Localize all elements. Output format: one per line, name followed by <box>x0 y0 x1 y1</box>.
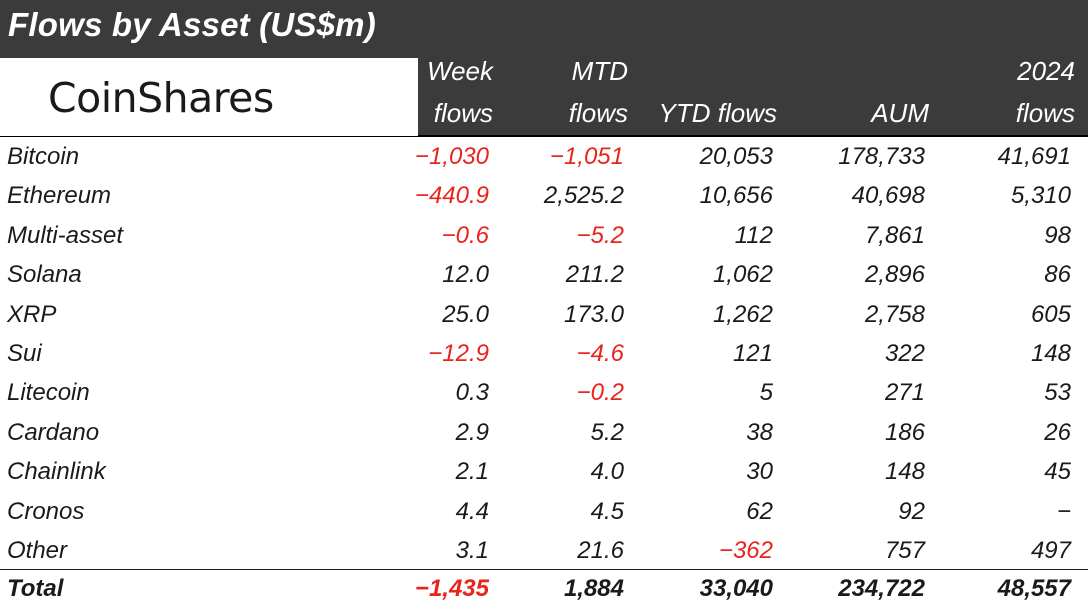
asset-name: Bitcoin <box>7 143 80 170</box>
table-row: Other 3.1 21.6 −362 757 497 <box>0 533 1088 573</box>
cell-aum: 40,698 <box>851 182 925 210</box>
cell-mtd-flows: 1,884 <box>563 575 624 602</box>
cell-ytd-flows: 121 <box>732 340 773 367</box>
cell-mtd-flows: 2,525.2 <box>543 182 624 210</box>
cell-ytd-flows: 1,062 <box>712 261 773 289</box>
cell-ytd-flows: 62 <box>746 497 773 525</box>
asset-name: Cardano <box>7 418 100 446</box>
cell-aum: 2,896 <box>864 261 925 289</box>
table-row: Chainlink 2.1 4.0 30 148 45 <box>0 454 1088 494</box>
cell-mtd-flows: 4.5 <box>590 497 624 525</box>
table-row: Multi-asset −0.6 −5.2 112 7,861 98 <box>0 218 1088 258</box>
table-row: Solana 12.0 211.2 1,062 2,896 86 <box>0 257 1088 297</box>
asset-name: Cronos <box>7 497 85 525</box>
cell-flows-2024: 48,557 <box>997 575 1071 602</box>
table-row: XRP 25.0 173.0 1,262 2,758 605 <box>0 297 1088 337</box>
cell-flows-2024: − <box>1056 497 1071 525</box>
table-row: Cardano 2.9 5.2 38 186 26 <box>0 415 1088 455</box>
cell-week-flows: 2.1 <box>455 458 489 486</box>
asset-name: Ethereum <box>7 182 112 210</box>
cell-week-flows: −440.9 <box>414 182 489 210</box>
total-label: Total <box>7 575 64 602</box>
cell-ytd-flows: 30 <box>746 458 773 486</box>
cell-mtd-flows: 21.6 <box>577 537 624 564</box>
column-header-flows-2024-line2: flows <box>1015 98 1075 128</box>
cell-week-flows: −12.9 <box>428 340 489 367</box>
cell-ytd-flows: 38 <box>746 418 773 446</box>
cell-aum: 148 <box>884 458 925 486</box>
coinshares-logo: CoinShares <box>48 74 274 122</box>
cell-flows-2024: 45 <box>1044 458 1071 486</box>
cell-ytd-flows: 10,656 <box>699 182 773 210</box>
total-divider <box>0 569 1088 570</box>
table-row: Bitcoin −1,030 −1,051 20,053 178,733 41,691 <box>0 139 1088 179</box>
asset-name: Solana <box>7 261 82 289</box>
cell-mtd-flows: 211.2 <box>565 261 624 289</box>
total-row-cells: Total −1,435 1,884 33,040 234,722 48,557 <box>0 571 1088 611</box>
cell-aum: 186 <box>884 418 925 446</box>
cell-aum: 271 <box>884 379 925 407</box>
cell-mtd-flows: 5.2 <box>590 418 624 446</box>
cell-flows-2024: 98 <box>1044 221 1071 249</box>
asset-name: Sui <box>7 340 42 367</box>
cell-aum: 234,722 <box>838 575 925 602</box>
asset-name: Litecoin <box>7 379 90 407</box>
cell-mtd-flows: 173.0 <box>563 300 624 328</box>
column-header-flows-2024-line1: 2024 <box>1017 56 1075 86</box>
table-row: Sui −12.9 −4.6 121 322 148 <box>0 336 1088 376</box>
cell-week-flows: 0.3 <box>455 379 489 407</box>
cell-ytd-flows: −362 <box>718 537 773 564</box>
asset-name: Multi-asset <box>7 221 124 249</box>
cell-ytd-flows: 112 <box>734 221 773 249</box>
column-header-week-flows-line1: Week <box>427 56 493 86</box>
cell-ytd-flows: 5 <box>759 379 773 407</box>
cell-aum: 178,733 <box>838 143 925 170</box>
column-header-aum-line2: AUM <box>871 98 929 128</box>
table-title: Flows by Asset (US$m) <box>8 6 376 43</box>
cell-week-flows: 3.1 <box>455 537 489 564</box>
column-header-mtd-flows-line1: MTD <box>571 56 628 86</box>
cell-flows-2024: 497 <box>1030 537 1071 564</box>
cell-flows-2024: 53 <box>1044 379 1071 407</box>
cell-ytd-flows: 33,040 <box>699 575 773 602</box>
cell-aum: 322 <box>884 340 925 367</box>
cell-week-flows: 4.4 <box>455 497 489 525</box>
cell-week-flows: 25.0 <box>442 300 489 328</box>
table-row: Ethereum −440.9 2,525.2 10,656 40,698 5,310 <box>0 178 1088 218</box>
column-header-week-flows-line2: flows <box>433 98 493 128</box>
cell-flows-2024: 5,310 <box>1010 182 1071 210</box>
cell-mtd-flows: −5.2 <box>576 221 624 249</box>
column-header-ytd-flows-line2: YTD flows <box>658 98 777 128</box>
column-header-mtd-flows-line2: flows <box>568 98 628 128</box>
cell-mtd-flows: 4.0 <box>590 458 624 486</box>
asset-name: Chainlink <box>7 458 106 486</box>
cell-ytd-flows: 20,053 <box>699 143 773 170</box>
cell-flows-2024: 86 <box>1044 261 1071 289</box>
cell-mtd-flows: −1,051 <box>549 143 624 170</box>
logo-area: CoinShares <box>0 58 418 136</box>
asset-name: Other <box>7 537 68 564</box>
cell-week-flows: 12.0 <box>442 261 489 289</box>
cell-week-flows: −1,435 <box>414 575 489 602</box>
cell-week-flows: 2.9 <box>455 418 489 446</box>
cell-flows-2024: 26 <box>1044 418 1071 446</box>
cell-week-flows: −0.6 <box>441 221 489 249</box>
cell-aum: 92 <box>898 497 925 525</box>
cell-aum: 7,861 <box>864 221 925 249</box>
table-row: Cronos 4.4 4.5 62 92 − <box>0 494 1088 534</box>
table-row: Litecoin 0.3 −0.2 5 271 53 <box>0 375 1088 415</box>
cell-week-flows: −1,030 <box>414 143 489 170</box>
cell-mtd-flows: −0.2 <box>576 379 624 407</box>
cell-mtd-flows: −4.6 <box>576 340 624 367</box>
cell-flows-2024: 41,691 <box>997 143 1071 170</box>
cell-aum: 757 <box>884 537 925 564</box>
asset-name: XRP <box>7 300 57 328</box>
cell-flows-2024: 148 <box>1030 340 1071 367</box>
table-header: Flows by Asset (US$m) CoinShares Week flo… <box>0 0 1088 137</box>
cell-ytd-flows: 1,262 <box>712 300 773 328</box>
cell-flows-2024: 605 <box>1030 300 1071 328</box>
cell-aum: 2,758 <box>864 300 925 328</box>
